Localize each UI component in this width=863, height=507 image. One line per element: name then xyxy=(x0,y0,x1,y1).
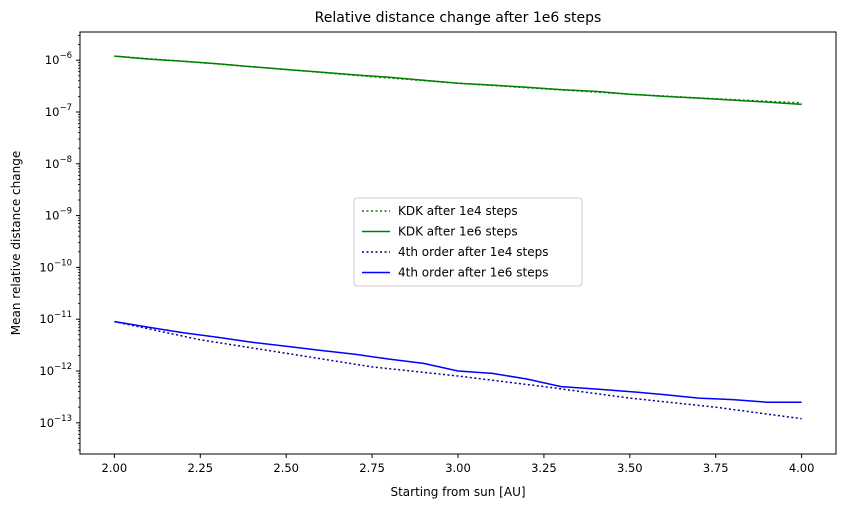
x-tick-label: 4.00 xyxy=(789,461,815,475)
x-tick-label: 2.75 xyxy=(359,461,385,475)
series-line-2 xyxy=(114,320,802,420)
y-tick-label: 10−7 xyxy=(45,103,72,119)
y-tick-label: 10−11 xyxy=(39,310,72,326)
y-tick-base: 10 xyxy=(45,105,60,119)
y-tick-base: 10 xyxy=(45,157,60,171)
y-tick-label: 10−9 xyxy=(45,207,72,223)
legend-label: KDK after 1e6 steps xyxy=(398,225,518,239)
y-tick-exponent: −6 xyxy=(59,51,72,61)
y-tick-base: 10 xyxy=(45,53,60,67)
x-tick-label: 2.25 xyxy=(187,461,213,475)
legend-label: KDK after 1e4 steps xyxy=(398,204,518,218)
y-tick-label: 10−12 xyxy=(39,362,72,378)
y-tick-base: 10 xyxy=(45,209,60,223)
series-line-1 xyxy=(114,55,802,106)
y-tick-exponent: −11 xyxy=(54,310,72,320)
y-tick-label: 10−6 xyxy=(45,51,72,67)
y-tick-base: 10 xyxy=(39,364,54,378)
x-tick-label: 2.00 xyxy=(102,461,128,475)
y-tick-label: 10−8 xyxy=(45,155,72,171)
y-tick-label: 10−13 xyxy=(39,414,72,430)
x-tick-label: 2.50 xyxy=(273,461,299,475)
legend-label: 4th order after 1e4 steps xyxy=(398,245,548,259)
x-axis: 2.00 2.25 2.50 2.75 3.00 3.25 3.50 3.75 4.00 xyxy=(102,454,815,475)
legend-label: 4th order after 1e6 steps xyxy=(398,266,548,280)
y-axis-title: Mean relative distance change xyxy=(9,151,23,335)
x-tick-label: 3.00 xyxy=(445,461,471,475)
chart-title: Relative distance change after 1e6 steps xyxy=(315,10,602,26)
y-tick-exponent: −9 xyxy=(59,207,72,217)
x-axis-title: Starting from sun [AU] xyxy=(390,485,525,499)
y-tick-label: 10−10 xyxy=(39,258,72,274)
y-tick-exponent: −12 xyxy=(54,362,72,372)
series-layer xyxy=(114,55,802,420)
x-tick-label: 3.75 xyxy=(703,461,729,475)
y-tick-base: 10 xyxy=(39,416,54,430)
y-tick-exponent: −10 xyxy=(54,258,72,268)
x-tick-label: 3.50 xyxy=(617,461,643,475)
y-tick-base: 10 xyxy=(39,260,54,274)
x-tick-label: 3.25 xyxy=(531,461,557,475)
series-line-3 xyxy=(114,320,802,403)
y-tick-exponent: −13 xyxy=(54,414,72,424)
legend: KDK after 1e4 steps KDK after 1e6 steps 4t… xyxy=(353,197,583,287)
legend-box xyxy=(353,197,583,287)
y-tick-exponent: −7 xyxy=(59,103,72,113)
y-tick-exponent: −8 xyxy=(59,155,72,165)
y-tick-base: 10 xyxy=(39,312,54,326)
